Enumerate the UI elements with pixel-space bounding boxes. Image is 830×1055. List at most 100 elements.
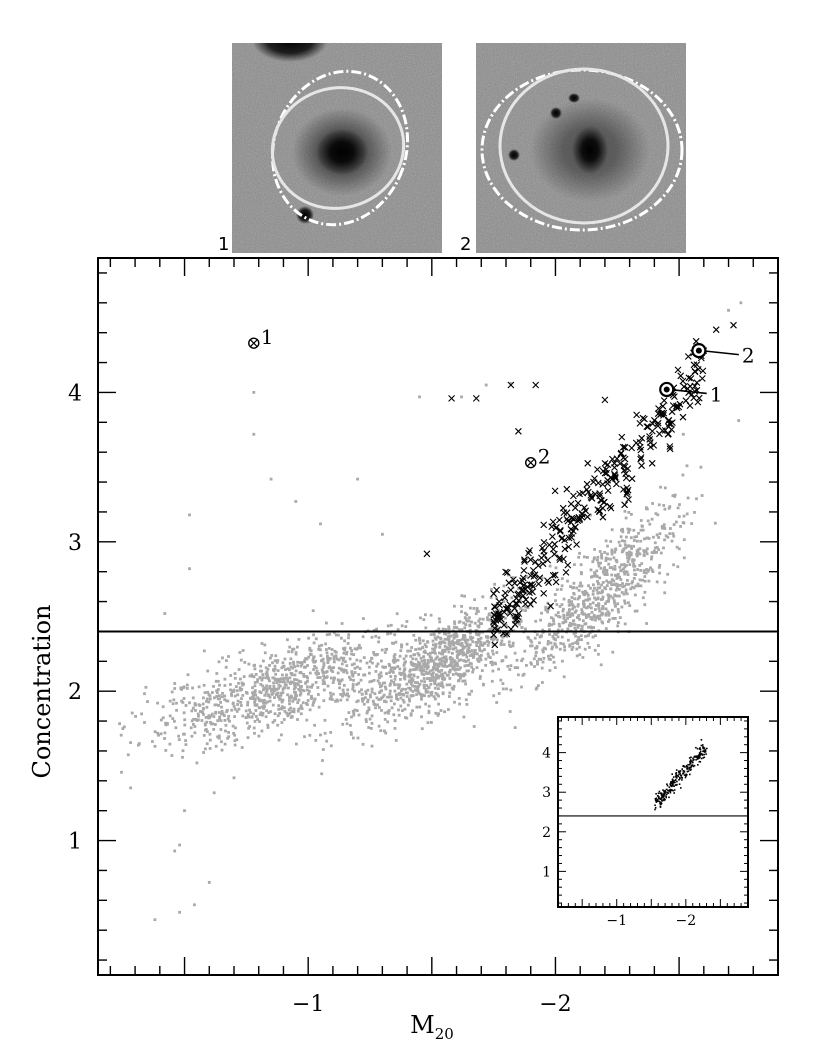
gray-point <box>218 715 222 719</box>
gray-point <box>571 645 575 649</box>
gray-point <box>601 581 605 584</box>
gray-point <box>289 682 292 685</box>
gray-point <box>454 672 458 676</box>
gray-point <box>587 584 590 588</box>
gray-point <box>455 650 459 653</box>
gray-point <box>459 643 463 647</box>
gray-point <box>480 669 484 672</box>
gray-point <box>322 663 326 667</box>
gray-point <box>700 494 704 497</box>
gray-point <box>351 674 355 678</box>
gray-point <box>344 669 348 672</box>
inset-point <box>665 788 668 791</box>
cross-point <box>621 443 629 451</box>
gray-point <box>471 670 475 674</box>
gray-point <box>635 554 639 558</box>
gray-point <box>181 755 184 759</box>
cross-point <box>581 504 588 512</box>
gray-point <box>157 733 160 737</box>
cross-point <box>563 485 571 493</box>
cross-point <box>472 395 480 402</box>
inset-point <box>688 757 691 759</box>
cross-point <box>660 397 668 404</box>
gray-point <box>482 682 485 686</box>
gray-point <box>574 631 578 634</box>
gray-point <box>484 607 488 610</box>
gray-point <box>376 653 379 656</box>
gray-point <box>404 691 408 695</box>
gray-point <box>295 678 299 682</box>
gray-point <box>462 621 465 625</box>
cross-point <box>491 603 499 611</box>
inset-point <box>689 761 691 763</box>
gray-point <box>340 678 344 682</box>
gray-point <box>546 610 549 614</box>
main-plot-frame <box>97 257 779 976</box>
gray-point <box>292 707 296 711</box>
gray-point <box>436 683 439 687</box>
gray-point <box>383 700 386 703</box>
gray-point <box>247 715 251 719</box>
gray-point <box>203 691 207 694</box>
gray-point <box>612 556 616 560</box>
gray-point <box>654 546 657 550</box>
gray-point <box>464 682 467 686</box>
gray-point <box>420 669 423 673</box>
gray-point <box>451 687 455 691</box>
gray-point <box>403 661 406 665</box>
gray-point <box>541 681 544 684</box>
gray-point <box>271 676 275 680</box>
gray-point <box>316 686 320 689</box>
gray-point <box>519 618 523 621</box>
gray-point <box>367 706 371 710</box>
gray-point <box>276 659 280 662</box>
inset-point <box>679 777 681 779</box>
gray-point <box>190 734 194 738</box>
inset-point <box>671 782 674 785</box>
gray-point <box>309 685 312 689</box>
gray-point <box>251 686 254 690</box>
gray-point <box>620 563 623 567</box>
gray-point <box>340 667 343 671</box>
cross-point <box>535 580 542 588</box>
cross-point <box>491 641 499 649</box>
gray-point <box>307 636 310 640</box>
gray-point <box>663 507 667 511</box>
gray-point <box>391 641 394 645</box>
inset-point <box>669 790 672 793</box>
gray-point <box>392 655 396 658</box>
cross-point <box>530 596 537 604</box>
gray-point <box>409 660 413 664</box>
gray-point <box>572 592 576 595</box>
gray-point <box>194 703 197 707</box>
gray-point <box>459 652 462 655</box>
cross-point <box>540 521 548 529</box>
gray-point <box>306 680 309 683</box>
gray-point <box>540 576 544 580</box>
gray-point <box>462 673 466 676</box>
gray-point <box>394 640 398 644</box>
gray-point <box>429 669 432 673</box>
gray-point <box>639 528 643 532</box>
gray-point <box>388 671 391 674</box>
cross-point <box>423 550 431 558</box>
inset-point <box>699 750 702 753</box>
gray-point <box>202 707 205 711</box>
inset-point <box>667 792 670 794</box>
gray-point <box>569 585 572 588</box>
cross-point <box>574 499 582 507</box>
gray-point <box>517 673 520 677</box>
gray-point <box>610 566 614 569</box>
gray-point <box>273 696 276 699</box>
gray-point <box>217 711 221 714</box>
gray-point <box>259 664 262 668</box>
gray-point <box>626 579 629 582</box>
gray-point <box>299 704 303 708</box>
gray-point <box>513 666 517 669</box>
gray-point <box>342 668 346 672</box>
gray-point <box>330 698 334 701</box>
gray-point <box>351 709 355 713</box>
inset-x-tick-label: −2 <box>675 913 696 929</box>
gray-point <box>650 557 653 561</box>
gray-point <box>533 636 537 640</box>
